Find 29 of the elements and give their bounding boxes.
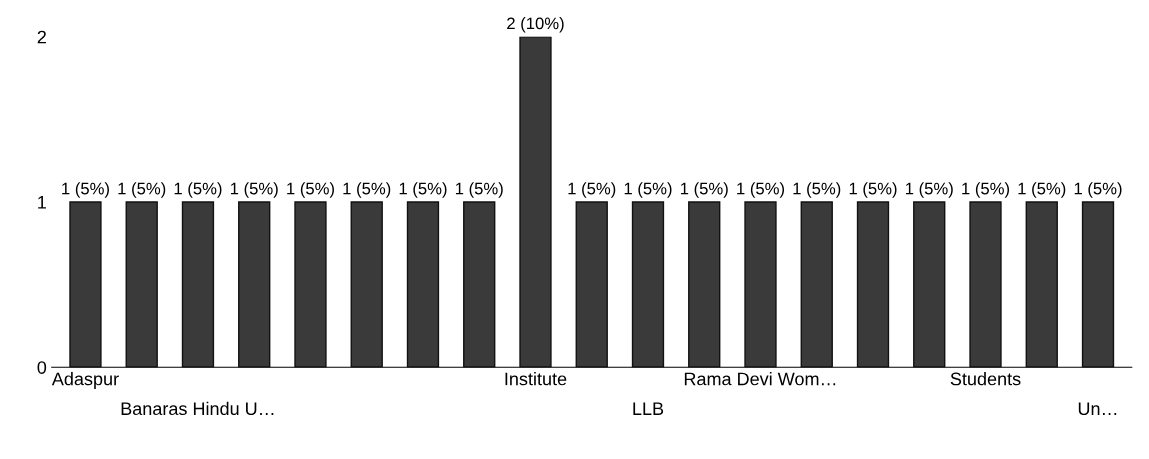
data-label: 1 (5%) xyxy=(399,182,447,198)
data-label: 1 (5%) xyxy=(568,182,616,198)
x-tick-label: Institute xyxy=(505,372,567,386)
y-tick-label: 0 xyxy=(37,361,47,374)
data-label: 1 (5%) xyxy=(624,182,672,198)
data-label: 1 (5%) xyxy=(962,182,1010,198)
data-label: 1 (5%) xyxy=(793,182,841,198)
x-tick-label: Adaspur xyxy=(51,372,119,389)
data-label: 1 (5%) xyxy=(62,182,109,198)
data-label: 1 (5%) xyxy=(849,182,897,198)
x-tick-label: Rama Devi Wom… xyxy=(684,372,836,386)
data-label: 1 (5%) xyxy=(287,182,334,198)
x-tick-label: LLB xyxy=(633,402,664,415)
x-tick-label: Students xyxy=(950,372,1021,386)
y-tick-label: 1 xyxy=(38,196,46,209)
y-tick-label: 2 xyxy=(37,30,46,44)
data-label: 2 (10%) xyxy=(507,17,564,33)
data-label: 1 (5%) xyxy=(737,182,785,198)
data-label: 1 (5%) xyxy=(118,182,166,198)
data-label: 1 (5%) xyxy=(455,182,503,198)
data-label: 1 (5%) xyxy=(905,182,953,198)
x-tick-label: Banaras Hindu U… xyxy=(121,401,274,416)
data-label: 1 (5%) xyxy=(174,182,222,198)
data-label: 1 (5%) xyxy=(230,182,278,198)
data-label: 1 (5%) xyxy=(343,182,391,198)
data-label: 1 (5%) xyxy=(680,182,728,198)
x-tick-label: Un… xyxy=(1078,402,1117,416)
data-label: 1 (5%) xyxy=(1074,182,1122,198)
data-label: 1 (5%) xyxy=(1018,182,1066,198)
